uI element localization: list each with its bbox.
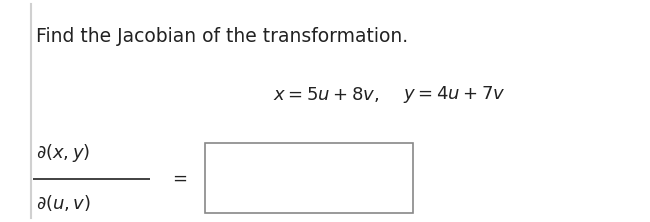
Text: $x = 5u + 8v,$: $x = 5u + 8v,$ — [273, 85, 380, 104]
Text: $\partial(u, v)$: $\partial(u, v)$ — [36, 193, 91, 213]
Text: $y = 4u + 7v$: $y = 4u + 7v$ — [403, 84, 506, 105]
Text: Find the Jacobian of the transformation.: Find the Jacobian of the transformation. — [36, 27, 408, 46]
Text: =: = — [172, 170, 187, 188]
Text: $\partial(x, y)$: $\partial(x, y)$ — [36, 142, 90, 164]
